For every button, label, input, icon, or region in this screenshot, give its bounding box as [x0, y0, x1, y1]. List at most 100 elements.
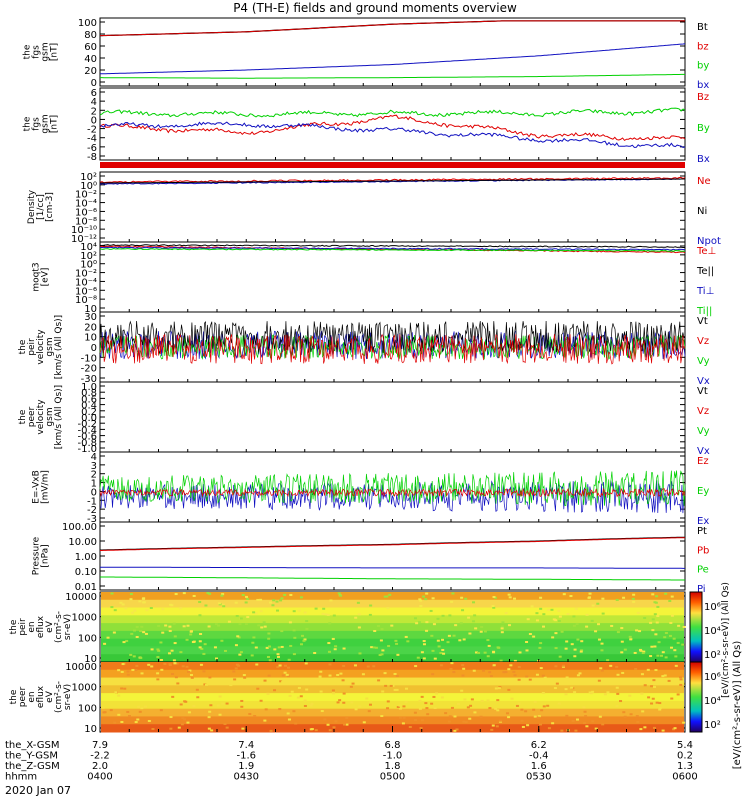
- spectrogram-cell: [336, 701, 340, 704]
- spectrogram-cell: [651, 697, 655, 700]
- spectrogram-cell: [440, 696, 444, 699]
- spectrogram-cell: [480, 699, 484, 702]
- spectrogram-cell: [358, 652, 362, 655]
- spectrogram-cell: [513, 597, 517, 600]
- spectrogram-cell: [218, 695, 222, 698]
- spectrogram-cell: [600, 669, 604, 672]
- spectrogram-cell: [419, 604, 423, 607]
- spectrogram-cell: [278, 708, 282, 711]
- spectrogram-cell: [117, 669, 121, 672]
- y-tick-label: -0.8: [77, 438, 97, 449]
- spectrogram-cell: [119, 601, 123, 604]
- spectrogram-cell: [402, 705, 406, 708]
- spectrogram-cell: [140, 707, 144, 710]
- spectrogram-cell: [504, 611, 508, 614]
- y-tick-label: 0.8: [81, 388, 97, 399]
- series-efield: [99, 487, 686, 498]
- spectrogram-cell: [439, 652, 443, 655]
- spectrogram-cell: [507, 668, 511, 671]
- spectrogram-cell: [210, 729, 214, 732]
- spectrogram-cell: [441, 614, 445, 617]
- y-tick-label: 60: [84, 42, 97, 53]
- spectrogram-cell: [517, 678, 521, 681]
- spectrogram-cell: [380, 653, 384, 656]
- ylabel-line: [eV]: [41, 268, 51, 287]
- spectrogram-cell: [497, 687, 501, 690]
- ylabel-line: the: [9, 619, 19, 634]
- y-tick-label: 0.6: [81, 394, 97, 405]
- series-temp: [99, 246, 686, 251]
- spectrogram-cell: [541, 691, 545, 694]
- y-tick-label: 10⁻⁶: [75, 207, 97, 218]
- spectrogram-cell: [405, 687, 409, 690]
- y-tick-label: -8: [87, 152, 97, 163]
- spectrogram-cell: [365, 697, 369, 700]
- spectrogram-cell: [257, 624, 261, 627]
- spectrogram-cell: [300, 643, 304, 646]
- spectrogram-cell: [302, 639, 306, 642]
- legend-label: bx: [697, 80, 709, 91]
- panel-frame: [99, 451, 686, 523]
- spectrogram-cell: [305, 620, 309, 623]
- spectrogram-cell: [424, 598, 428, 601]
- spectrogram-cell: [356, 601, 360, 604]
- spectrogram-cell: [168, 629, 172, 632]
- spectrogram-cell: [301, 634, 305, 637]
- spectrogram-cell: [444, 712, 448, 715]
- legend-label: Vz: [697, 406, 709, 417]
- spectrogram-cell: [656, 605, 660, 608]
- spectrogram-cell: [214, 657, 218, 660]
- spectrogram-cell: [450, 706, 454, 709]
- spectrogram-cell: [233, 678, 237, 681]
- spectrogram-cell: [353, 664, 357, 667]
- x-tick-label: 1.3: [677, 761, 693, 772]
- spectrogram-cell: [138, 600, 142, 603]
- spectrogram-cell: [408, 725, 412, 728]
- y-tick-label: 10: [84, 333, 97, 344]
- spectrogram-cell: [535, 673, 539, 676]
- spectrogram-cell: [368, 703, 372, 706]
- series-Bz: [99, 114, 686, 142]
- ylabel-line: fgs: [32, 117, 42, 131]
- ylabel-line: [km/s (All Qs)]: [54, 385, 64, 449]
- spectrogram-cell: [318, 675, 322, 678]
- spectrogram-cell: [573, 691, 577, 694]
- spectrogram-cell: [579, 650, 583, 653]
- spectrogram-cell: [479, 630, 483, 633]
- spectrogram-cell: [674, 664, 678, 667]
- legend-label: Bz: [697, 92, 709, 103]
- spectrogram-cell: [641, 710, 645, 713]
- spectrogram-cell: [546, 704, 550, 707]
- spectrogram-cell: [250, 654, 254, 657]
- spectrogram-cell: [187, 711, 191, 714]
- spectrogram-cell: [635, 629, 639, 632]
- spectrogram-cell: [430, 634, 434, 637]
- spectrogram-cell: [441, 648, 445, 651]
- spectrogram-cell: [189, 630, 193, 633]
- spectrogram-cell: [498, 686, 502, 689]
- panel-ylabel: Pressure [nPa]: [32, 536, 51, 575]
- spectrogram-cell: [446, 641, 450, 644]
- spectrogram-cell: [207, 625, 211, 628]
- spectrogram-cell: [265, 646, 269, 649]
- spectrogram-cell: [133, 629, 137, 632]
- spectrogram-cell: [492, 651, 496, 654]
- spectrogram-cell: [565, 714, 569, 717]
- spectrogram-cell: [583, 722, 587, 725]
- x-tick-label: -1.0: [383, 751, 403, 762]
- spectrogram-cell: [674, 655, 678, 658]
- spectrogram-cell: [566, 613, 570, 616]
- spectrogram-cell: [168, 652, 172, 655]
- spectrogram-cell: [651, 618, 655, 621]
- spectrogram-cell: [591, 690, 595, 693]
- spectrogram-cell: [629, 638, 633, 641]
- ylabel-line: gsm: [41, 114, 51, 133]
- spectrogram-cell: [639, 649, 643, 652]
- spectrogram-cell: [620, 627, 624, 630]
- spectrogram-cell: [160, 668, 164, 671]
- spectrogram-cell: [159, 658, 163, 661]
- spectrogram-cell: [203, 683, 207, 686]
- spectrogram-cell: [376, 624, 380, 627]
